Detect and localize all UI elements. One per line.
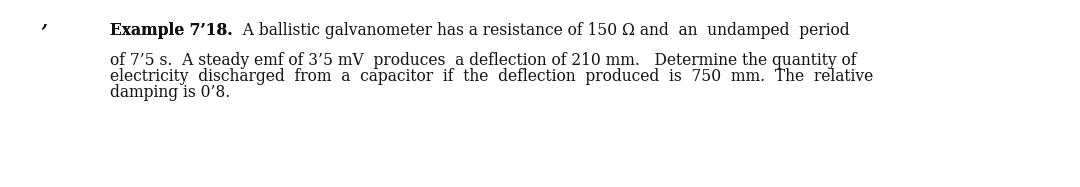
Text: Example 7’18.: Example 7’18. [110,22,232,39]
Text: electricity  discharged  from  a  capacitor  if  the  deflection  produced  is  : electricity discharged from a capacitor … [110,68,874,85]
Text: ’: ’ [40,22,46,42]
Text: of 7’5 s.  A steady emf of 3’5 mV  produces  a deflection of 210 mm.   Determine: of 7’5 s. A steady emf of 3’5 mV produce… [110,52,856,69]
Text: Example 7’18.: Example 7’18. [110,22,232,39]
Text: A ballistic galvanometer has a resistance of 150 Ω and  an  undamped  period: A ballistic galvanometer has a resistanc… [232,22,849,39]
Text: damping is 0’8.: damping is 0’8. [110,84,230,101]
